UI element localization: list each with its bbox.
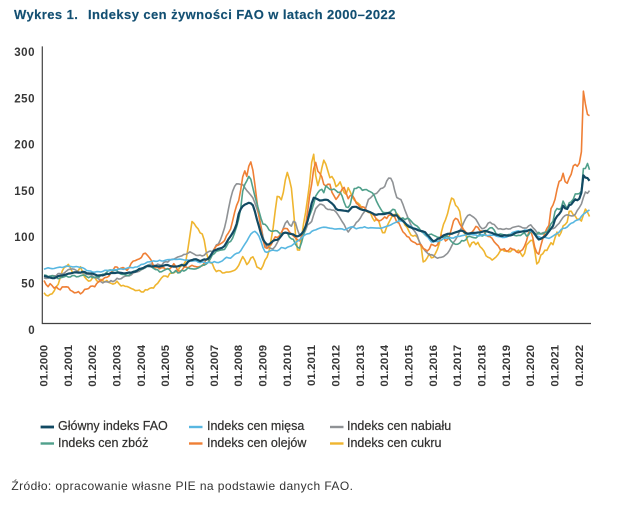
svg-text:01.2014: 01.2014 [379, 344, 391, 386]
svg-text:01.2008: 01.2008 [233, 345, 245, 387]
svg-text:100: 100 [14, 232, 35, 244]
svg-text:01.2007: 01.2007 [209, 345, 221, 387]
svg-text:01.2004: 01.2004 [136, 344, 148, 386]
svg-text:150: 150 [14, 186, 35, 198]
svg-text:01.2001: 01.2001 [63, 344, 75, 386]
svg-text:01.2002: 01.2002 [87, 345, 99, 387]
svg-text:01.2016: 01.2016 [428, 345, 440, 387]
svg-text:01.2021: 01.2021 [549, 344, 561, 386]
svg-text:01.2006: 01.2006 [185, 345, 197, 387]
svg-text:01.2000: 01.2000 [39, 345, 51, 387]
svg-text:01.2003: 01.2003 [112, 345, 124, 387]
svg-text:01.2010: 01.2010 [282, 345, 294, 387]
svg-text:01.2015: 01.2015 [403, 344, 415, 386]
svg-text:01.2018: 01.2018 [476, 345, 488, 387]
svg-text:01.2020: 01.2020 [525, 345, 537, 387]
svg-text:200: 200 [14, 140, 35, 152]
svg-text:0: 0 [28, 325, 35, 337]
svg-text:01.2017: 01.2017 [452, 345, 464, 387]
svg-text:01.2012: 01.2012 [331, 345, 343, 387]
svg-text:250: 250 [14, 93, 35, 105]
svg-text:01.2022: 01.2022 [574, 345, 586, 387]
svg-text:01.2005: 01.2005 [160, 344, 172, 386]
svg-text:01.2013: 01.2013 [355, 345, 367, 387]
svg-text:300: 300 [14, 47, 35, 59]
svg-text:01.2019: 01.2019 [501, 345, 513, 387]
svg-text:01.2011: 01.2011 [306, 344, 318, 386]
svg-text:50: 50 [21, 279, 35, 291]
svg-text:01.2009: 01.2009 [258, 345, 270, 387]
